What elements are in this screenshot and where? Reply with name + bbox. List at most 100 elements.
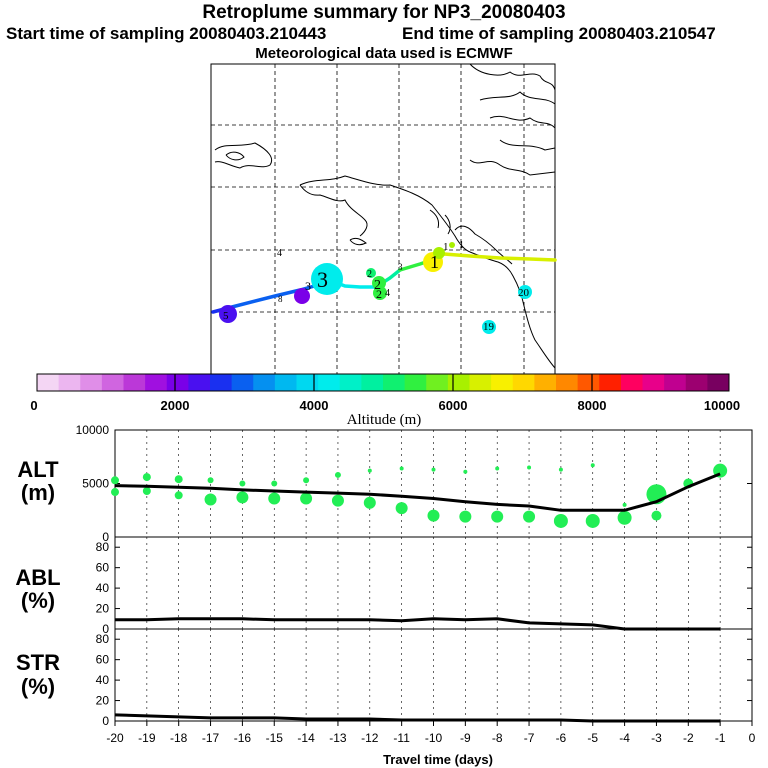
marker-day-1b bbox=[433, 247, 445, 259]
colorbar-swatch bbox=[296, 374, 319, 391]
x-tick-label: -17 bbox=[202, 731, 220, 745]
colorbar-swatch bbox=[188, 374, 211, 391]
x-tick-label: -11 bbox=[393, 731, 410, 745]
map-label: 20 bbox=[518, 287, 530, 299]
map-label: 4 bbox=[385, 288, 390, 299]
altitude-cluster-dot bbox=[395, 502, 408, 515]
x-tick-label: -1 bbox=[715, 731, 726, 745]
x-tick-label: -4 bbox=[619, 731, 630, 745]
series-line-str bbox=[114, 713, 721, 723]
colorbar-swatch bbox=[685, 374, 708, 391]
altitude-cluster-dot bbox=[300, 492, 313, 505]
altitude-cluster-dot bbox=[617, 510, 632, 525]
x-tick-label: -6 bbox=[556, 731, 567, 745]
altitude-cluster-dot bbox=[491, 510, 504, 523]
start-time-label: Start time of sampling 20080403.210443 bbox=[6, 24, 327, 43]
map-grid bbox=[211, 64, 555, 375]
colorbar-swatch bbox=[123, 374, 146, 391]
altitude-cluster-dot bbox=[495, 466, 500, 471]
altitude-cluster-dot bbox=[431, 467, 436, 472]
colorbar-swatch bbox=[253, 374, 276, 391]
y-tick-label: 40 bbox=[96, 673, 110, 687]
altitude-cluster-dot bbox=[334, 471, 341, 478]
altitude-cluster-dot bbox=[236, 491, 249, 504]
str-panel-label: STR bbox=[16, 650, 60, 675]
y-tick-label: 10000 bbox=[76, 423, 110, 437]
y-tick-label: 20 bbox=[96, 602, 110, 616]
colorbar-swatch bbox=[491, 374, 514, 391]
trajectory-markers bbox=[219, 242, 532, 334]
marker-day-3-large bbox=[311, 263, 343, 295]
altitude-cluster-dot bbox=[527, 465, 532, 470]
colorbar-tick: 8000 bbox=[578, 398, 607, 413]
panel-abl: 0 20 40 60 80 bbox=[96, 536, 753, 636]
colorbar-swatch bbox=[707, 374, 730, 391]
colorbar-swatch bbox=[274, 374, 297, 391]
marker-day-20 bbox=[518, 285, 532, 299]
map-label: 5 bbox=[223, 310, 229, 322]
map-label: 3 bbox=[305, 279, 311, 293]
met-data-label: Meteorological data used is ECMWF bbox=[255, 45, 513, 62]
altitude-cluster-dot bbox=[239, 480, 246, 487]
map-labels: 1 1 1 2 2 2 3 3 3 4 4 5 8 19 20 bbox=[223, 240, 530, 333]
abl-panel-unit: (%) bbox=[21, 588, 55, 613]
altitude-cluster-dot bbox=[459, 510, 472, 523]
altitude-cluster-dot bbox=[174, 491, 183, 500]
x-tick-label: -9 bbox=[460, 731, 471, 745]
coastlines bbox=[214, 63, 556, 369]
colorbar-swatch bbox=[318, 374, 341, 391]
altitude-cluster-dot bbox=[331, 494, 344, 507]
altitude-cluster-dot bbox=[204, 493, 217, 506]
end-time-label: End time of sampling 20080403.210547 bbox=[402, 24, 716, 43]
colorbar-swatch bbox=[447, 374, 470, 391]
altitude-cluster-dot bbox=[427, 509, 440, 522]
altitude-cluster-dot bbox=[463, 469, 468, 474]
x-tick-label: -7 bbox=[524, 731, 535, 745]
x-axis-label: Travel time (days) bbox=[383, 752, 493, 767]
marker-day-5 bbox=[219, 305, 237, 323]
colorbar-swatch bbox=[664, 374, 687, 391]
x-tick-label: -19 bbox=[138, 731, 156, 745]
colorbar-swatch bbox=[361, 374, 384, 391]
map-label: 2 bbox=[374, 278, 381, 293]
altitude-cluster-dot bbox=[174, 475, 183, 484]
colorbar-swatch bbox=[339, 374, 362, 391]
chart-title: Retroplume summary for NP3_20080403 bbox=[202, 2, 566, 23]
abl-panel-label: ABL bbox=[15, 565, 60, 590]
map-label: 19 bbox=[483, 321, 495, 333]
y-tick-label: 0 bbox=[102, 714, 109, 728]
colorbar-tick: 0 bbox=[30, 398, 37, 413]
colorbar-swatch bbox=[469, 374, 492, 391]
colorbar-swatch bbox=[166, 374, 189, 391]
altitude-cluster-dot bbox=[111, 488, 119, 497]
x-tick-label: -5 bbox=[587, 731, 598, 745]
colorbar-swatch bbox=[534, 374, 557, 391]
marker-day-1c bbox=[449, 242, 455, 248]
panel-alt: 0 5000 10000 bbox=[76, 423, 753, 544]
trajectory-map: 1 1 1 2 2 2 3 3 3 4 4 5 8 19 20 bbox=[210, 63, 557, 376]
x-tick-label: -16 bbox=[234, 731, 252, 745]
map-label: 1 bbox=[430, 252, 439, 272]
altitude-cluster-dot bbox=[271, 480, 278, 487]
colorbar-ticks: 0 2000 4000 6000 8000 10000 Altitude (m) bbox=[30, 398, 740, 428]
map-label: 1 bbox=[459, 240, 464, 251]
str-panel-unit: (%) bbox=[21, 674, 55, 699]
y-tick-label: 5000 bbox=[82, 477, 109, 491]
x-tick-label: -8 bbox=[492, 731, 503, 745]
altitude-cluster-dot bbox=[590, 463, 595, 468]
map-label: 1 bbox=[443, 241, 449, 253]
x-tick-label: -18 bbox=[170, 731, 188, 745]
colorbar-swatch bbox=[80, 374, 103, 391]
map-label: 4 bbox=[277, 248, 282, 259]
colorbar-swatch bbox=[231, 374, 254, 391]
altitude-cluster-dot bbox=[558, 467, 563, 472]
y-tick-label: 0 bbox=[102, 530, 109, 544]
colorbar-swatch bbox=[404, 374, 427, 391]
colorbar-swatch bbox=[577, 374, 600, 391]
altitude-cluster-dot bbox=[399, 466, 404, 471]
colorbar-swatch bbox=[58, 374, 81, 391]
map-label: 3 bbox=[398, 262, 403, 272]
